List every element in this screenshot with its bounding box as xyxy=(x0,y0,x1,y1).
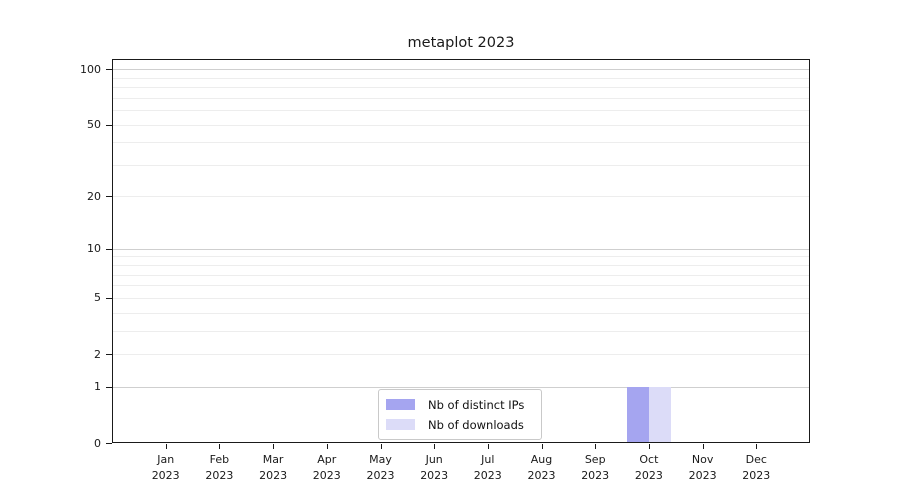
y-tick xyxy=(106,248,112,250)
x-tick-year: 2023 xyxy=(151,469,180,482)
x-tick-year: 2023 xyxy=(366,469,395,482)
x-tick xyxy=(326,444,328,449)
y-tick-label: 100 xyxy=(80,62,101,76)
grid-line-minor xyxy=(113,196,809,197)
x-tick-year: 2023 xyxy=(473,469,502,482)
legend: Nb of distinct IPs Nb of downloads xyxy=(378,389,542,440)
x-tick xyxy=(702,444,704,449)
x-tick-month: Jun xyxy=(425,453,443,466)
y-tick xyxy=(106,297,112,299)
x-tick-label: Feb 2023 xyxy=(189,452,249,484)
y-tick-label: 5 xyxy=(94,291,101,305)
x-tick xyxy=(541,444,543,449)
x-tick xyxy=(648,444,650,449)
x-tick-month: Nov xyxy=(691,453,714,466)
x-tick-month: Jan xyxy=(157,453,175,466)
x-tick xyxy=(487,444,489,449)
grid-line-minor xyxy=(113,265,809,266)
x-tick-label: Aug 2023 xyxy=(512,452,572,484)
chart-title: metaplot 2023 xyxy=(407,35,515,51)
grid-line-minor xyxy=(113,98,809,99)
grid-line-major xyxy=(113,387,809,388)
x-tick-year: 2023 xyxy=(688,469,717,482)
y-tick xyxy=(106,69,112,71)
y-tick-label: 50 xyxy=(87,118,101,131)
y-tick xyxy=(106,354,112,355)
x-tick xyxy=(219,444,221,449)
x-tick-label: Jul 2023 xyxy=(458,452,518,484)
x-tick-label: Jan 2023 xyxy=(136,452,196,484)
x-tick xyxy=(434,444,436,449)
x-tick xyxy=(756,444,758,449)
legend-swatch xyxy=(386,399,415,410)
legend-label: Nb of downloads xyxy=(428,417,524,432)
grid-line-minor xyxy=(113,165,809,166)
y-tick xyxy=(106,386,112,388)
x-tick-label: Dec 2023 xyxy=(726,452,786,484)
x-tick-label: Apr 2023 xyxy=(297,452,357,484)
x-tick-year: 2023 xyxy=(581,469,610,482)
x-tick-month: Apr xyxy=(317,453,337,466)
y-tick-label: 0 xyxy=(94,436,101,450)
x-tick-month: Dec xyxy=(745,453,767,466)
x-tick-year: 2023 xyxy=(259,469,288,482)
grid-line-minor xyxy=(113,110,809,111)
plot-border xyxy=(112,59,810,443)
y-tick xyxy=(106,443,112,444)
grid-line-minor xyxy=(113,275,809,276)
grid-line-minor xyxy=(113,285,809,286)
x-tick-month: Oct xyxy=(639,453,659,466)
grid-line-minor xyxy=(113,125,809,126)
y-tick-label: 10 xyxy=(87,242,101,256)
grid-line-major xyxy=(113,69,809,70)
y-tick-label: 20 xyxy=(87,189,101,203)
x-tick-month: Sep xyxy=(584,453,606,466)
y-tick-label: 2 xyxy=(94,347,101,361)
bar-nb-of-distinct-ips-oct xyxy=(626,386,649,443)
grid-line-minor xyxy=(113,298,809,299)
x-tick-label: Sep 2023 xyxy=(565,452,625,484)
x-tick-month: May xyxy=(369,453,392,466)
grid-line-minor xyxy=(113,313,809,314)
x-tick-label: Mar 2023 xyxy=(243,452,303,484)
x-tick-month: Mar xyxy=(262,453,284,466)
x-tick xyxy=(380,444,382,449)
x-tick-year: 2023 xyxy=(205,469,234,482)
grid-line-minor xyxy=(113,142,809,143)
grid-line-minor xyxy=(113,354,809,355)
x-tick-year: 2023 xyxy=(742,469,771,482)
y-tick xyxy=(106,196,112,198)
x-tick-month: Feb xyxy=(209,453,230,466)
y-tick xyxy=(106,124,112,126)
x-tick-year: 2023 xyxy=(527,469,556,482)
x-tick-year: 2023 xyxy=(312,469,341,482)
x-tick-label: Oct 2023 xyxy=(619,452,679,484)
legend-label: Nb of distinct IPs xyxy=(428,397,525,412)
x-tick-month: Aug xyxy=(530,453,553,466)
legend-item: Nb of distinct IPs xyxy=(386,396,533,413)
legend-swatch xyxy=(386,419,415,430)
x-tick xyxy=(273,444,275,449)
grid-line-minor xyxy=(113,331,809,332)
x-tick-label: Jun 2023 xyxy=(404,452,464,484)
x-tick-label: Nov 2023 xyxy=(673,452,733,484)
x-tick xyxy=(595,444,597,449)
x-tick-year: 2023 xyxy=(420,469,449,482)
grid-line-minor xyxy=(113,87,809,88)
legend-item: Nb of downloads xyxy=(386,416,533,433)
grid-line-major xyxy=(113,249,809,250)
grid-line-minor xyxy=(113,256,809,257)
x-tick-year: 2023 xyxy=(634,469,663,482)
x-tick-month: Jul xyxy=(481,453,495,466)
bar-nb-of-downloads-oct xyxy=(648,386,671,443)
grid-line-minor xyxy=(113,78,809,79)
x-tick-label: May 2023 xyxy=(351,452,411,484)
y-tick-label: 1 xyxy=(94,380,101,394)
x-tick xyxy=(165,444,167,449)
